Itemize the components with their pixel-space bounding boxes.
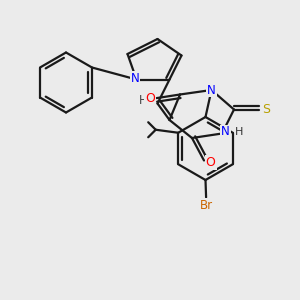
Text: N: N [207, 83, 216, 97]
Text: O: O [206, 156, 215, 170]
Text: H: H [139, 94, 148, 107]
Text: H: H [235, 127, 244, 137]
Text: Br: Br [200, 199, 213, 212]
Text: N: N [221, 125, 230, 139]
Text: S: S [262, 103, 270, 116]
Text: N: N [130, 71, 140, 85]
Text: O: O [145, 92, 155, 105]
